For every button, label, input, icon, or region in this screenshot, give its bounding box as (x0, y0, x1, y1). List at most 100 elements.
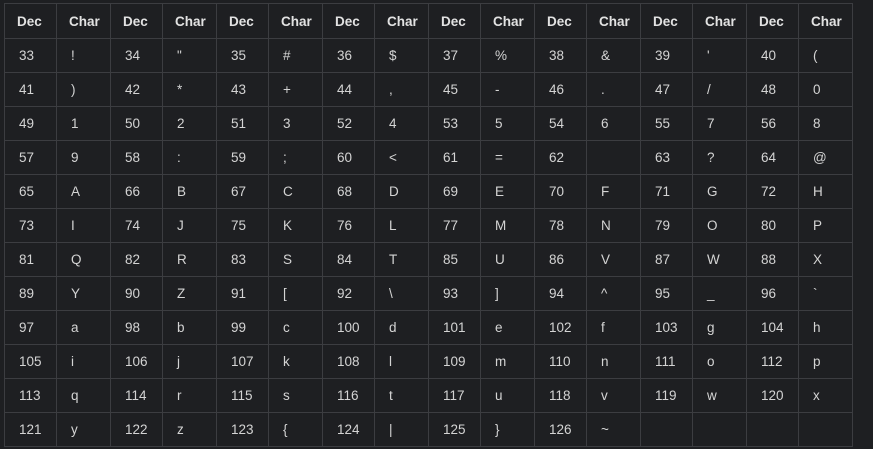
char-cell: g (692, 310, 747, 345)
dec-cell: 60 (322, 140, 375, 175)
char-cell: w (692, 378, 747, 413)
char-cell: 5 (480, 106, 535, 141)
column-header-dec: Dec (4, 3, 57, 39)
dec-cell: 120 (746, 378, 799, 413)
dec-cell: 110 (534, 344, 587, 379)
char-cell (586, 140, 641, 175)
dec-cell: 35 (216, 38, 269, 73)
dec-cell: 88 (746, 242, 799, 277)
char-cell: s (268, 378, 323, 413)
table-row: 97 a 98 b 99 c 100 d 101 e 102 f 103 g 104 h (4, 310, 853, 345)
table-row: 113 q 114 r 115 s 116 t 117 u 118 v 119 w 120 x (4, 378, 853, 413)
char-cell: ; (268, 140, 323, 175)
char-cell: 9 (56, 140, 111, 175)
dec-cell: 111 (640, 344, 693, 379)
char-cell: + (268, 72, 323, 107)
column-header-char: Char (56, 3, 111, 39)
char-cell: $ (374, 38, 429, 73)
dec-cell: 99 (216, 310, 269, 345)
char-cell: , (374, 72, 429, 107)
char-cell: q (56, 378, 111, 413)
char-cell: " (162, 38, 217, 73)
dec-cell: 38 (534, 38, 587, 73)
dec-cell: 102 (534, 310, 587, 345)
char-cell: T (374, 242, 429, 277)
dec-cell: 83 (216, 242, 269, 277)
char-cell: . (586, 72, 641, 107)
dec-cell: 40 (746, 38, 799, 73)
char-cell: c (268, 310, 323, 345)
dec-cell: 84 (322, 242, 375, 277)
dec-cell: 57 (4, 140, 57, 175)
char-cell: W (692, 242, 747, 277)
dec-cell: 97 (4, 310, 57, 345)
char-cell (798, 412, 853, 447)
char-cell: l (374, 344, 429, 379)
char-cell: 1 (56, 106, 111, 141)
dec-cell: 112 (746, 344, 799, 379)
column-header-char: Char (268, 3, 323, 39)
dec-cell: 100 (322, 310, 375, 345)
dec-cell: 61 (428, 140, 481, 175)
char-cell: C (268, 174, 323, 209)
char-cell: K (268, 208, 323, 243)
dec-cell: 98 (110, 310, 163, 345)
char-cell: * (162, 72, 217, 107)
dec-cell: 44 (322, 72, 375, 107)
char-cell: p (798, 344, 853, 379)
dec-cell: 43 (216, 72, 269, 107)
char-cell: # (268, 38, 323, 73)
table-header: Dec Char Dec Char Dec Char Dec Char Dec Char Dec Ch… (4, 3, 853, 39)
dec-cell: 101 (428, 310, 481, 345)
dec-cell: 41 (4, 72, 57, 107)
dec-cell: 78 (534, 208, 587, 243)
char-cell: Z (162, 276, 217, 311)
dec-cell: 121 (4, 412, 57, 447)
dec-cell: 52 (322, 106, 375, 141)
dec-cell: 54 (534, 106, 587, 141)
char-cell: % (480, 38, 535, 73)
dec-cell: 77 (428, 208, 481, 243)
char-cell: k (268, 344, 323, 379)
char-cell: d (374, 310, 429, 345)
dec-cell: 85 (428, 242, 481, 277)
table-row: 49 1 50 2 51 3 52 4 53 5 54 6 55 7 56 8 (4, 106, 853, 141)
dec-cell: 76 (322, 208, 375, 243)
dec-cell: 47 (640, 72, 693, 107)
dec-cell: 108 (322, 344, 375, 379)
dec-cell: 66 (110, 174, 163, 209)
table-row: 105 i 106 j 107 k 108 l 109 m 110 n 111 o 112 p (4, 344, 853, 379)
column-header-char: Char (162, 3, 217, 39)
char-cell: M (480, 208, 535, 243)
dec-cell: 73 (4, 208, 57, 243)
column-header-dec: Dec (534, 3, 587, 39)
char-cell: N (586, 208, 641, 243)
char-cell: u (480, 378, 535, 413)
char-cell: 4 (374, 106, 429, 141)
char-cell: & (586, 38, 641, 73)
dec-cell: 82 (110, 242, 163, 277)
dec-cell: 69 (428, 174, 481, 209)
dec-cell: 45 (428, 72, 481, 107)
char-cell: 2 (162, 106, 217, 141)
char-cell: O (692, 208, 747, 243)
char-cell: b (162, 310, 217, 345)
char-cell: S (268, 242, 323, 277)
dec-cell: 34 (110, 38, 163, 73)
dec-cell: 55 (640, 106, 693, 141)
char-cell: ` (798, 276, 853, 311)
dec-cell: 65 (4, 174, 57, 209)
char-cell: = (480, 140, 535, 175)
char-cell: o (692, 344, 747, 379)
char-cell: P (798, 208, 853, 243)
char-cell: } (480, 412, 535, 447)
char-cell: X (798, 242, 853, 277)
dec-cell: 75 (216, 208, 269, 243)
char-cell: 0 (798, 72, 853, 107)
dec-cell: 80 (746, 208, 799, 243)
char-cell: I (56, 208, 111, 243)
dec-cell: 53 (428, 106, 481, 141)
char-cell: U (480, 242, 535, 277)
column-header-dec: Dec (110, 3, 163, 39)
char-cell: / (692, 72, 747, 107)
